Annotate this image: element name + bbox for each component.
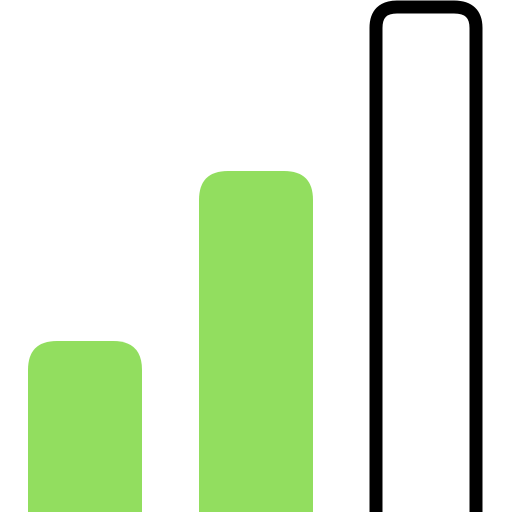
signal-bar-low [28, 341, 142, 512]
signal-bar-high [369, 0, 483, 512]
signal-bar-medium [199, 171, 313, 512]
